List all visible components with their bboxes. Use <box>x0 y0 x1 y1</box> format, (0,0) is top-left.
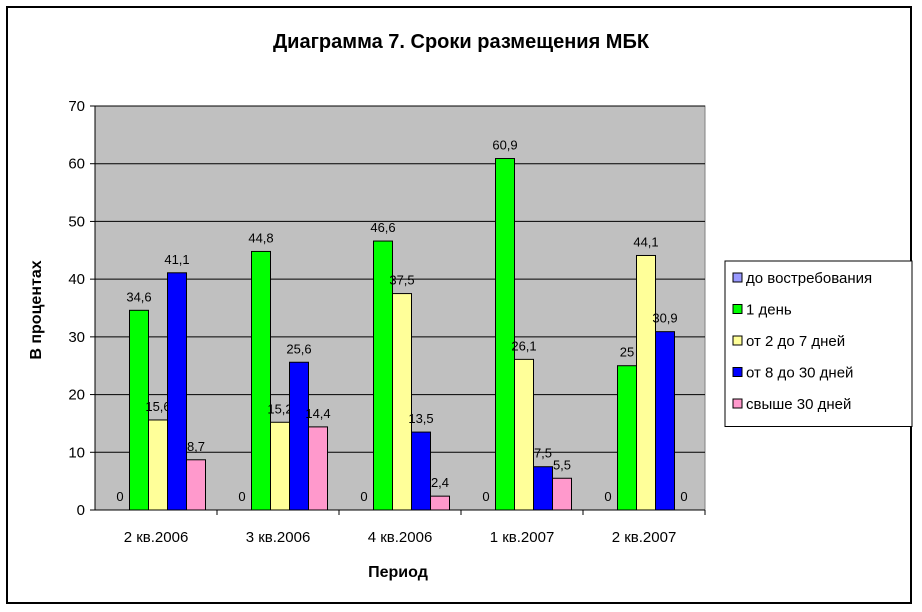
legend-box <box>724 260 913 427</box>
bar <box>167 272 187 511</box>
y-tick-label: 70 <box>68 98 85 115</box>
data-label: 44,8 <box>248 230 273 245</box>
data-label: 0 <box>360 489 367 504</box>
data-label: 15,2 <box>267 401 292 416</box>
y-tick-label: 50 <box>68 213 85 230</box>
bar <box>251 250 271 511</box>
bar <box>270 421 290 511</box>
data-label: 15,6 <box>145 399 170 414</box>
bar <box>430 495 450 511</box>
data-label: 46,6 <box>370 220 395 235</box>
bar <box>617 365 637 511</box>
y-tick-label: 10 <box>68 444 85 461</box>
data-label: 60,9 <box>492 138 517 153</box>
data-label: 41,1 <box>164 252 189 267</box>
bar <box>289 361 309 511</box>
x-tick-label: 3 кв.2006 <box>246 529 311 546</box>
data-label: 30,9 <box>652 311 677 326</box>
legend-label: до востребования <box>746 270 872 287</box>
plot-area: 0 10 20 30 40 50 60 70 2 кв.2006 0 34,6 15,6 41,1 8,7… <box>68 98 706 546</box>
y-tick-label: 30 <box>68 329 85 346</box>
x-tick-label: 2 кв.2007 <box>612 529 677 546</box>
bar <box>655 331 675 511</box>
data-label: 34,6 <box>126 289 151 304</box>
bar <box>308 426 328 511</box>
bar <box>636 254 656 511</box>
legend-swatch <box>732 367 743 377</box>
data-label: 44,1 <box>633 234 658 249</box>
bar <box>129 309 149 511</box>
y-tick-label: 20 <box>68 387 85 404</box>
y-tick-label: 60 <box>68 156 85 173</box>
data-label: 7,5 <box>534 446 552 461</box>
data-label: 2,4 <box>431 475 449 490</box>
bar <box>392 293 412 511</box>
y-axis-label: В процентах <box>28 260 45 359</box>
legend-swatch <box>732 272 743 283</box>
data-label: 25,6 <box>286 341 311 356</box>
data-label: 37,5 <box>389 273 414 288</box>
bar <box>411 431 431 511</box>
legend-label: 1 день <box>746 302 792 319</box>
y-tick-label: 0 <box>77 502 85 519</box>
x-tick-label: 2 кв.2006 <box>124 529 189 546</box>
data-label: 26,1 <box>511 338 536 353</box>
legend-swatch <box>732 398 743 409</box>
bar <box>186 459 206 511</box>
bar <box>495 158 515 511</box>
legend-label: свыше 30 дней <box>746 396 851 413</box>
data-label: 0 <box>482 489 489 504</box>
bar <box>533 466 553 511</box>
x-axis-label: Период <box>368 564 428 581</box>
data-label: 0 <box>604 489 611 504</box>
data-label: 0 <box>116 489 123 504</box>
x-tick-label: 1 кв.2007 <box>490 529 555 546</box>
bar <box>514 358 534 511</box>
data-label: 5,5 <box>553 457 571 472</box>
legend: до востребования 1 день от 2 до 7 дней от 8… <box>724 260 913 427</box>
data-label: 13,5 <box>408 411 433 426</box>
bar <box>148 419 168 511</box>
legend-swatch <box>732 335 743 346</box>
legend-label: от 2 до 7 дней <box>746 333 845 350</box>
bar <box>552 477 572 511</box>
chart-title: Диаграмма 7. Сроки размещения МБК <box>273 31 650 53</box>
data-label: 25 <box>620 345 634 360</box>
legend-swatch <box>732 304 743 314</box>
legend-label: от 8 до 30 дней <box>746 365 853 382</box>
y-tick-label: 40 <box>68 271 85 288</box>
data-label: 0 <box>680 489 687 504</box>
data-label: 14,4 <box>305 406 330 421</box>
data-label: 8,7 <box>187 439 205 454</box>
x-tick-label: 4 кв.2006 <box>368 529 433 546</box>
data-label: 0 <box>238 489 245 504</box>
